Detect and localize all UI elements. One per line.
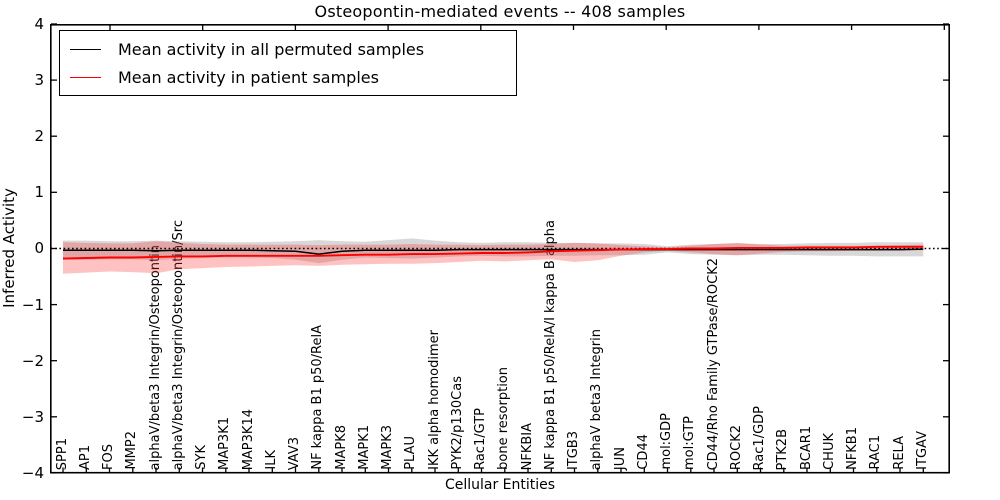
x-tick-label: RAC1 (868, 435, 884, 470)
x-tick-label: BCAR1 (798, 426, 814, 470)
legend-item-permuted: Mean activity in all permuted samples (70, 35, 516, 63)
x-tick-label: SYK (194, 445, 209, 470)
x-tick-label: FOS (101, 444, 116, 470)
permuted-samples-range (63, 238, 924, 264)
x-tick-label: IKK alpha homodimer (426, 330, 442, 470)
legend-item-patient: Mean activity in patient samples (70, 63, 516, 91)
x-tick-label: MMP2 (124, 431, 140, 470)
legend: Mean activity in all permuted samples Me… (59, 30, 517, 96)
y-tick-label: −1 (21, 295, 44, 314)
x-tick-label: MAP3K1 (217, 416, 233, 470)
x-tick-label: MAPK8 (333, 425, 349, 470)
x-tick-label: MAP3K14 (240, 408, 256, 470)
x-tick-label: AP1 (77, 444, 93, 470)
x-tick-label: JUN (612, 446, 628, 470)
x-tick-label: SPP1 (54, 437, 70, 470)
x-tick-label: Rac1/GDP (752, 405, 767, 470)
permuted-mean-line (63, 248, 924, 255)
x-tick-label: PTK2B (775, 428, 791, 471)
legend-item-label: Mean activity in all permuted samples (118, 39, 425, 59)
patient-mean-line (62, 245, 924, 260)
x-axis-label: Cellular Entities (444, 477, 556, 493)
y-tick-label: −2 (21, 351, 44, 370)
x-tick-label: Rac1/GTP (473, 408, 488, 470)
y-tick-label: 2 (34, 127, 44, 146)
x-tick-label: NFKB1 (845, 427, 860, 470)
x-tick-label: ITGAV (914, 431, 930, 470)
chart-title: Osteopontin-mediated events -- 408 sampl… (314, 2, 686, 21)
x-tick-label: CHUK (821, 433, 837, 470)
permuted-line-swatch (70, 48, 101, 50)
patient-samples-range (63, 241, 924, 274)
x-tick-label: ITGB3 (566, 430, 581, 470)
y-tick-label: −4 (21, 463, 44, 482)
x-tick-label: PYK2/p130Cas (449, 376, 465, 470)
x-tick-label: MAPK3 (380, 425, 395, 470)
x-tick-label: alphaV/beta3 Integrin/Osteopontin (147, 244, 163, 470)
x-tick-label: ROCK2 (728, 424, 744, 470)
x-tick-label: ILK (263, 450, 279, 470)
x-tick-label: MAPK1 (356, 425, 372, 470)
x-tick-label: alphaV/beta3 Integrin/Osteopontin/Src (170, 219, 186, 470)
x-tick-label: VAV3 (287, 436, 302, 470)
y-tick-label: −3 (21, 407, 44, 426)
x-tick-label: NF kappa B1 p50/RelA (310, 325, 326, 470)
patient-line-swatch (70, 76, 101, 78)
x-tick-label: mol:GTP (682, 416, 698, 470)
y-tick-label: 3 (34, 71, 44, 90)
x-tick-label: mol:GDP (659, 413, 674, 470)
x-tick-label: alphaV beta3 Integrin (589, 328, 605, 470)
legend-item-label: Mean activity in patient samples (118, 67, 379, 87)
x-tick-label: bone resorption (496, 367, 512, 470)
x-tick-label: CD44 (635, 434, 651, 470)
y-tick-label: 1 (34, 183, 44, 202)
x-tick-label: NF kappa B1 p50/RelA/I kappa B alpha (542, 220, 558, 470)
x-tick-label: CD44/Rho Family GTPase/ROCK2 (705, 257, 721, 470)
y-tick-label: 0 (34, 239, 44, 258)
x-tick-label: NFKBIA (519, 422, 535, 470)
x-tick-label: RELA (891, 436, 907, 470)
y-tick-label: 4 (34, 15, 44, 33)
x-tick-label: PLAU (403, 436, 419, 470)
